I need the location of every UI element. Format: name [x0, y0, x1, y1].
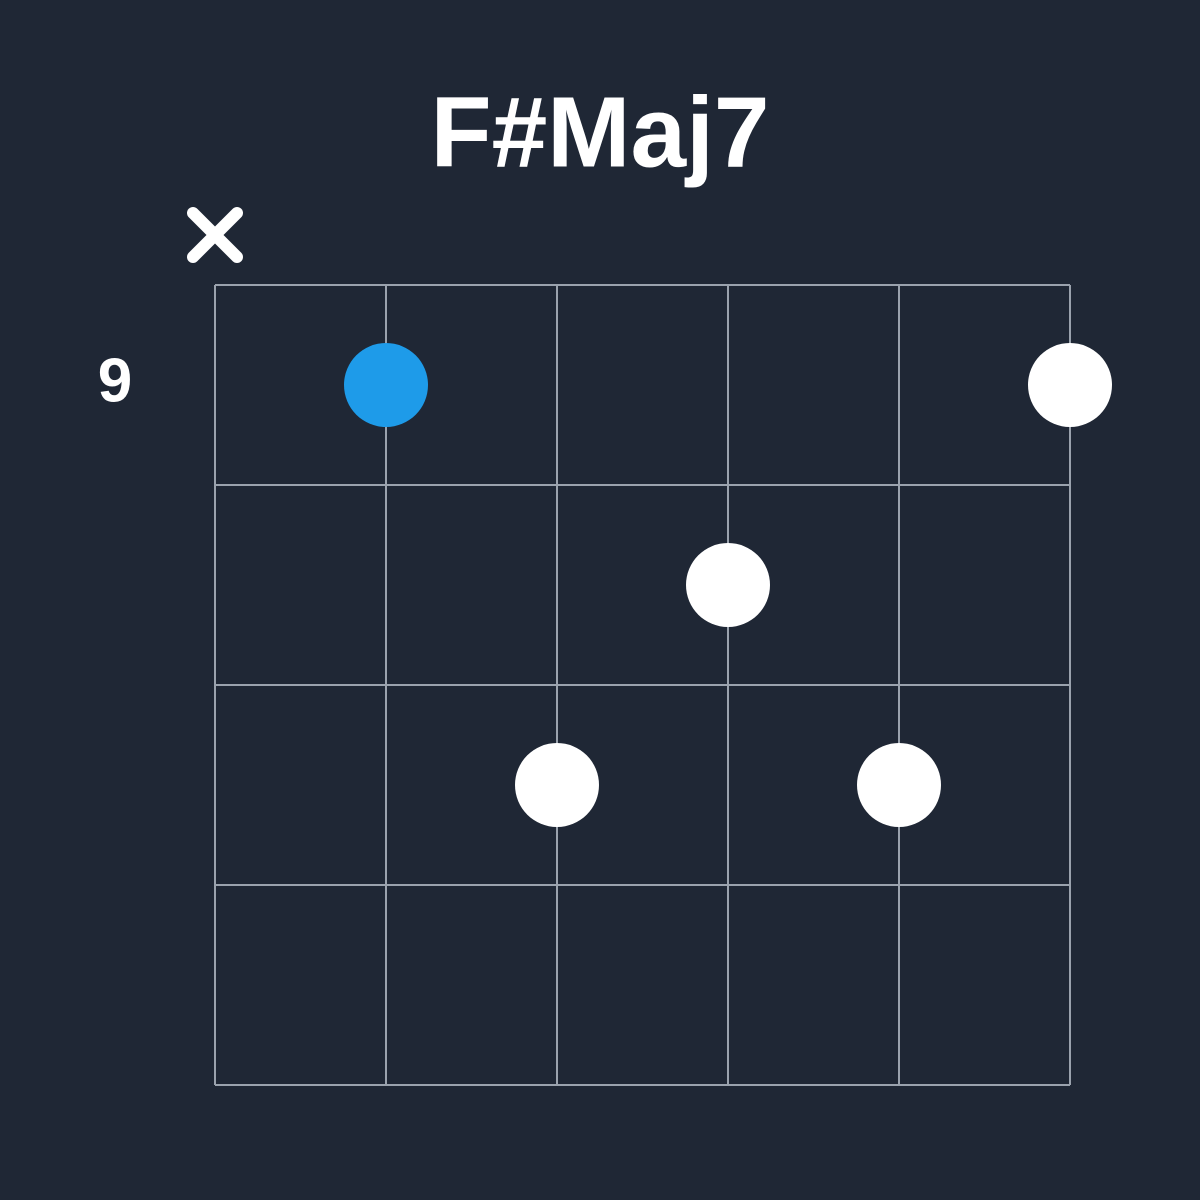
root-note-dot	[344, 343, 428, 427]
chord-diagram: F#Maj7 9	[0, 0, 1200, 1200]
note-dot	[686, 543, 770, 627]
chord-title: F#Maj7	[430, 76, 769, 188]
note-dot	[515, 743, 599, 827]
note-dot	[857, 743, 941, 827]
note-dot	[1028, 343, 1112, 427]
starting-fret-label: 9	[98, 346, 132, 415]
